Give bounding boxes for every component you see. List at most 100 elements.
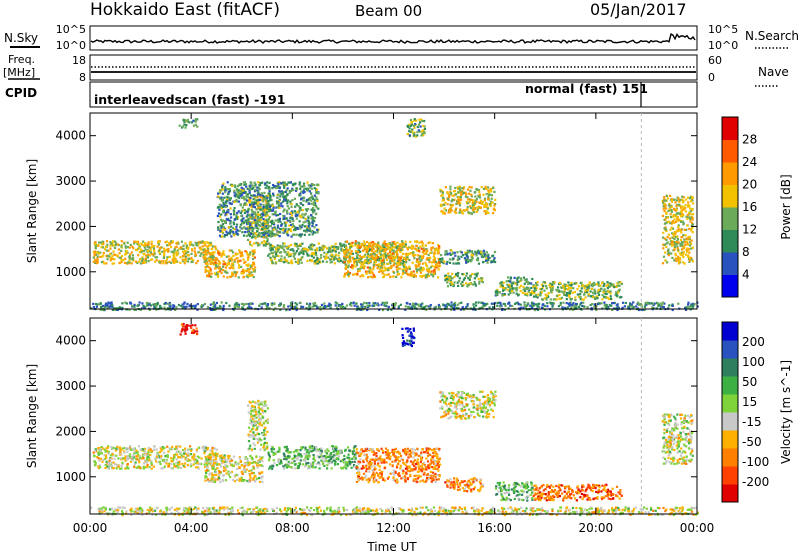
power-cell: [302, 216, 305, 219]
power-cell: [663, 209, 666, 213]
velocity-cell: [120, 467, 123, 470]
power-cell: [438, 259, 441, 262]
power-cell: [239, 204, 242, 207]
power-cell: [431, 246, 434, 249]
power-cell: [458, 185, 461, 188]
power-cell: [443, 212, 447, 215]
power-cell: [670, 226, 673, 229]
power-cell: [429, 266, 433, 269]
power-cell: [383, 304, 386, 307]
power-cell: [268, 307, 271, 310]
power-cell: [243, 226, 246, 229]
power-cell: [193, 250, 196, 253]
power-cell: [137, 243, 140, 246]
power-cell: [235, 213, 238, 217]
power-cell: [409, 130, 413, 133]
power-cell: [690, 303, 693, 306]
power-cell: [692, 304, 695, 308]
power-cell: [371, 241, 374, 244]
power-cell: [273, 185, 276, 188]
power-cell: [225, 195, 228, 199]
power-cell: [474, 195, 477, 198]
power-cell: [484, 197, 487, 200]
power-cell: [479, 206, 482, 209]
freq-label: Freq.: [8, 53, 35, 66]
power-cell: [275, 214, 278, 217]
power-cell: [467, 277, 470, 280]
power-cell: [547, 292, 550, 295]
freq-unit-label: [MHz]: [3, 66, 35, 79]
power-cell: [491, 260, 494, 263]
power-cell: [124, 245, 127, 248]
power-cell: [363, 246, 366, 249]
power-cell: [529, 304, 532, 307]
power-cell: [120, 240, 123, 243]
power-cell: [305, 209, 308, 212]
power-cell: [461, 280, 464, 283]
power-cell: [386, 252, 390, 255]
power-cell: [232, 230, 235, 234]
power-cell: [244, 219, 247, 222]
power-cell: [291, 226, 294, 229]
power-cell: [545, 293, 548, 296]
power-cell: [689, 217, 692, 221]
power-cell: [111, 255, 114, 258]
power-cell: [347, 270, 350, 273]
power-cell: [120, 244, 123, 247]
power-cell: [311, 183, 314, 186]
power-cell: [511, 288, 514, 291]
power-cell: [212, 258, 215, 262]
power-cell: [387, 273, 390, 276]
power-cell: [389, 262, 392, 265]
power-cell: [245, 302, 248, 306]
power-cell: [495, 290, 498, 293]
power-cell: [439, 190, 442, 193]
power-cell: [663, 227, 666, 230]
power-cell: [384, 243, 387, 246]
power-cell: [258, 217, 261, 220]
power-cell: [214, 257, 217, 260]
power-cell: [240, 210, 243, 213]
power-cell: [419, 245, 422, 248]
power-cell: [102, 308, 106, 311]
power-cell: [678, 200, 681, 203]
power-cell: [665, 194, 668, 197]
power-cell: [120, 260, 123, 264]
power-cell: [239, 259, 242, 262]
power-cell: [136, 261, 139, 264]
power-cell: [447, 192, 450, 195]
power-cell: [291, 262, 294, 265]
power-cell: [683, 206, 686, 209]
power-cell: [418, 257, 421, 260]
power-cell: [277, 202, 280, 205]
power-cell: [501, 284, 504, 287]
power-cell: [172, 260, 175, 263]
power-cell: [374, 302, 377, 305]
power-cell: [571, 305, 574, 308]
power-cell: [348, 247, 352, 250]
power-cell: [203, 302, 207, 306]
power-cell: [256, 199, 259, 202]
power-cell: [401, 240, 404, 243]
power-cell: [512, 291, 515, 294]
power-cell: [287, 305, 290, 308]
power-cell: [509, 280, 512, 283]
power-cell: [223, 228, 226, 231]
power-cell: [271, 222, 274, 225]
power-cell: [254, 196, 257, 199]
power-cell: [389, 249, 392, 252]
power-cell: [459, 208, 462, 211]
power-cell: [323, 302, 326, 305]
power-cell: [371, 272, 374, 275]
power-cell: [331, 249, 335, 252]
power-cell: [485, 254, 488, 257]
power-cell: [674, 257, 677, 260]
power-cell: [229, 258, 232, 261]
power-cell: [343, 272, 347, 275]
power-cell: [381, 261, 384, 265]
power-cell: [224, 212, 227, 215]
power-cell: [184, 260, 187, 263]
power-cell: [526, 287, 529, 290]
power-cell: [268, 205, 271, 208]
power-cell: [455, 202, 458, 205]
